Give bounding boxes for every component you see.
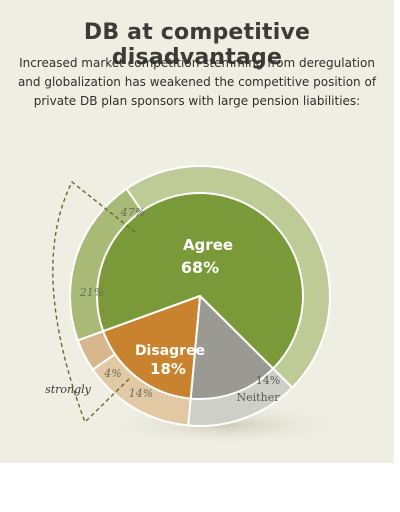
value-agree: 68% [181,258,219,277]
label-disagree: Disagree [135,343,205,359]
chart-title: DB at competitive disadvantage [83,20,311,70]
inner-pie [96,192,304,400]
strongly-bracket [52,180,136,424]
label-agree: Agree [183,236,233,254]
slice-disagree [102,295,201,400]
label-disagree-14: 14% [129,387,153,400]
slice-neither [189,295,275,400]
bracket-label: strongly [45,383,92,396]
value-disagree: 18% [150,360,186,378]
slice-agree [96,192,304,370]
label-agree-21: 21% [79,286,104,299]
chart-subtitle: Increased market competition stemming fr… [17,56,377,108]
label-agree-47: 47% [120,206,145,219]
label-neither-14: 14% [256,374,280,387]
label-neither: Neither [237,391,281,404]
label-disagree-4: 4% [103,367,121,380]
bracket-line [52,180,136,424]
